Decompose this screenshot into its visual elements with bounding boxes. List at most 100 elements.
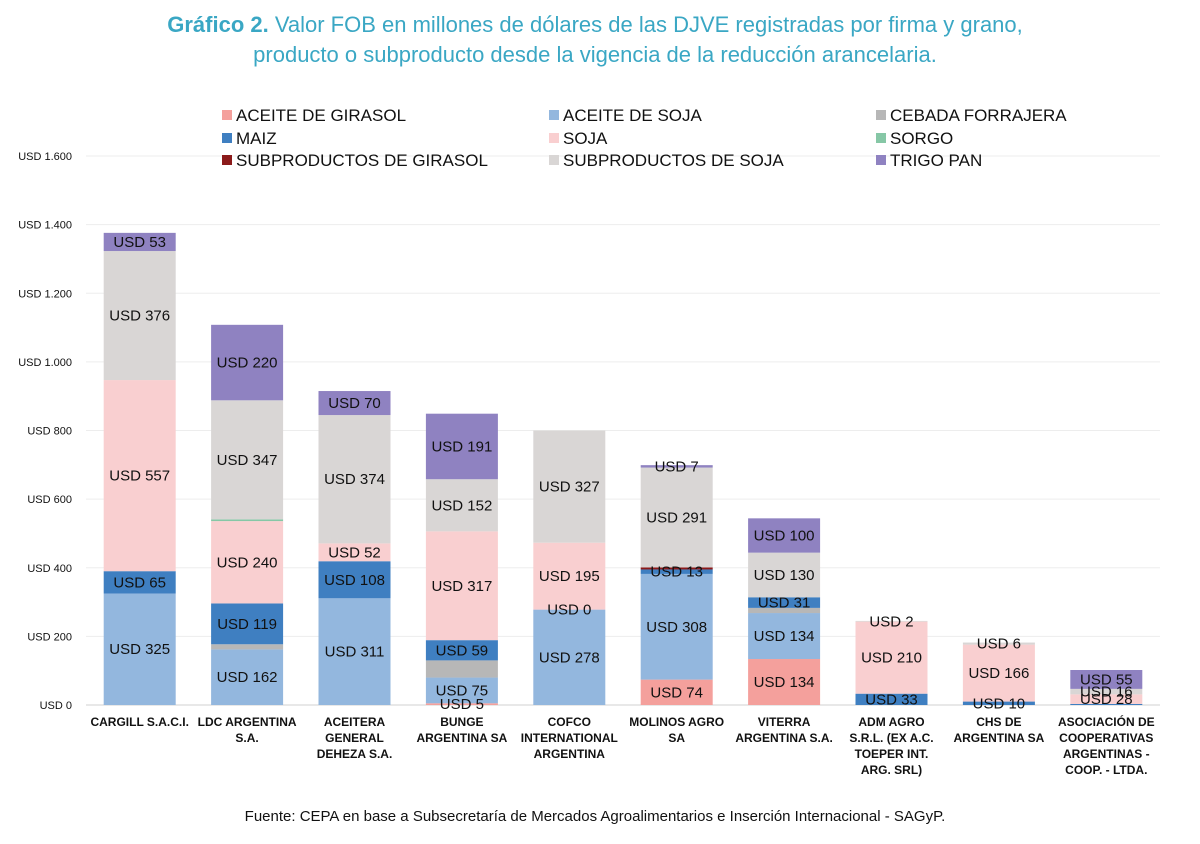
bar-segment bbox=[425, 479, 498, 532]
x-category-label: LDC ARGENTINA bbox=[198, 715, 297, 729]
legend-swatch bbox=[222, 133, 232, 143]
legend-label: TRIGO PAN bbox=[890, 151, 982, 170]
chart-title-bold: Gráfico 2. bbox=[167, 12, 269, 37]
x-category-label: INTERNATIONAL bbox=[521, 731, 618, 745]
bar-value-label: USD 308 bbox=[646, 619, 707, 636]
bar-segment bbox=[855, 693, 928, 705]
legend-label: SOJA bbox=[563, 129, 608, 148]
y-tick-label: USD 1.200 bbox=[18, 288, 72, 300]
bar-segment bbox=[533, 430, 606, 543]
bar-value-label: USD 195 bbox=[539, 568, 600, 585]
bar-value-label: USD 53 bbox=[113, 234, 166, 251]
bar-value-label: USD 0 bbox=[547, 602, 591, 619]
bar-segment bbox=[211, 400, 284, 520]
bar-value-label: USD 31 bbox=[758, 595, 811, 612]
bar-value-label: USD 376 bbox=[109, 308, 170, 325]
bar-segment bbox=[211, 521, 284, 604]
legend-label: ACEITE DE GIRASOL bbox=[236, 106, 406, 125]
bar-segment bbox=[103, 232, 176, 252]
bar-value-label: USD 152 bbox=[431, 497, 492, 514]
bar-segment bbox=[425, 703, 498, 705]
bar-value-label: USD 162 bbox=[217, 669, 278, 686]
x-category-label: S.R.L. (EX A.C. bbox=[849, 731, 933, 745]
bar-segment bbox=[318, 598, 391, 705]
bar-segment bbox=[533, 609, 606, 705]
x-category-label: CARGILL S.A.C.I. bbox=[90, 715, 188, 729]
bar-segment bbox=[855, 620, 928, 622]
x-category-label: COOPERATIVAS bbox=[1059, 731, 1153, 745]
legend-label: SORGO bbox=[890, 129, 953, 148]
x-category-label: MOLINOS AGRO bbox=[629, 715, 724, 729]
x-category-label: ACEITERA bbox=[324, 715, 386, 729]
bar-value-label: USD 327 bbox=[539, 479, 600, 496]
x-category-label: COOP. - LTDA. bbox=[1065, 763, 1147, 777]
bar-value-label: USD 347 bbox=[217, 452, 278, 469]
legend-swatch bbox=[222, 155, 232, 165]
bar-value-label: USD 130 bbox=[754, 567, 815, 584]
x-category-label: VITERRA bbox=[758, 715, 811, 729]
bar-value-label: USD 70 bbox=[328, 395, 381, 412]
bar-segment bbox=[425, 413, 498, 480]
x-category-label: CHS DE bbox=[976, 715, 1021, 729]
bar-value-label: USD 74 bbox=[650, 684, 703, 701]
bar-segment bbox=[103, 380, 176, 572]
bar-segment bbox=[211, 644, 284, 650]
bar-segment bbox=[640, 679, 713, 705]
bar-value-label: USD 317 bbox=[431, 578, 492, 595]
bar-segment bbox=[640, 567, 713, 570]
bar-segment bbox=[962, 701, 1035, 705]
x-category-label: ARG. SRL) bbox=[861, 763, 922, 777]
bar-value-label: USD 134 bbox=[754, 628, 815, 645]
legend-swatch bbox=[876, 155, 886, 165]
legend-swatch bbox=[549, 110, 559, 120]
bar-value-label: USD 220 bbox=[217, 355, 278, 372]
bar-value-label: USD 55 bbox=[1080, 671, 1133, 688]
legend-label: CEBADA FORRAJERA bbox=[890, 106, 1067, 125]
bar-value-label: USD 191 bbox=[431, 438, 492, 455]
bar-value-label: USD 119 bbox=[217, 616, 277, 633]
legend-swatch bbox=[876, 133, 886, 143]
bar-value-label: USD 33 bbox=[865, 691, 918, 708]
bar-value-label: USD 240 bbox=[217, 554, 278, 571]
y-tick-label: USD 400 bbox=[27, 563, 72, 575]
y-tick-label: USD 1.400 bbox=[18, 220, 72, 232]
bar-segment bbox=[748, 552, 821, 598]
chart-title: Gráfico 2. Valor FOB en millones de dóla… bbox=[0, 10, 1190, 70]
bar-segment bbox=[640, 467, 713, 568]
bar-value-label: USD 557 bbox=[109, 468, 170, 485]
bar-segment bbox=[1070, 703, 1143, 705]
bar-value-label: USD 13 bbox=[650, 564, 703, 581]
bar-value-label: USD 108 bbox=[324, 572, 385, 589]
bar-value-label: USD 28 bbox=[1080, 691, 1133, 708]
y-tick-label: USD 0 bbox=[40, 700, 72, 712]
bar-value-label: USD 210 bbox=[861, 650, 922, 667]
y-tick-label: USD 200 bbox=[27, 631, 72, 643]
bar-segment bbox=[748, 597, 821, 608]
bar-value-label: USD 325 bbox=[109, 641, 170, 658]
bar-segment bbox=[748, 607, 821, 614]
x-category-label: GENERAL bbox=[325, 731, 384, 745]
bar-segment bbox=[211, 324, 284, 401]
bar-value-label: USD 5 bbox=[440, 696, 484, 713]
y-tick-label: USD 600 bbox=[27, 494, 72, 506]
bar-value-label: USD 59 bbox=[436, 642, 489, 659]
bar-value-label: USD 65 bbox=[113, 574, 166, 591]
x-category-label: ARGENTINA bbox=[534, 747, 606, 761]
bar-segment bbox=[103, 571, 176, 594]
bar-segment bbox=[748, 613, 821, 660]
bar-segment bbox=[318, 543, 391, 562]
x-category-label: ADM AGRO bbox=[858, 715, 924, 729]
bar-value-label: USD 166 bbox=[968, 665, 1029, 682]
bar-segment bbox=[640, 569, 713, 574]
legend-label: MAIZ bbox=[236, 129, 277, 148]
bar-value-label: USD 278 bbox=[539, 649, 600, 666]
legend-label: ACEITE DE SOJA bbox=[563, 106, 703, 125]
x-category-label: COFCO bbox=[548, 715, 591, 729]
bar-segment bbox=[640, 573, 713, 680]
x-category-label: DEHEZA S.A. bbox=[317, 747, 393, 761]
x-category-label: ARGENTINA SA bbox=[416, 731, 507, 745]
bar-segment bbox=[748, 518, 821, 553]
bar-segment bbox=[425, 677, 498, 704]
bar-segment bbox=[962, 642, 1035, 645]
bar-segment bbox=[425, 640, 498, 661]
